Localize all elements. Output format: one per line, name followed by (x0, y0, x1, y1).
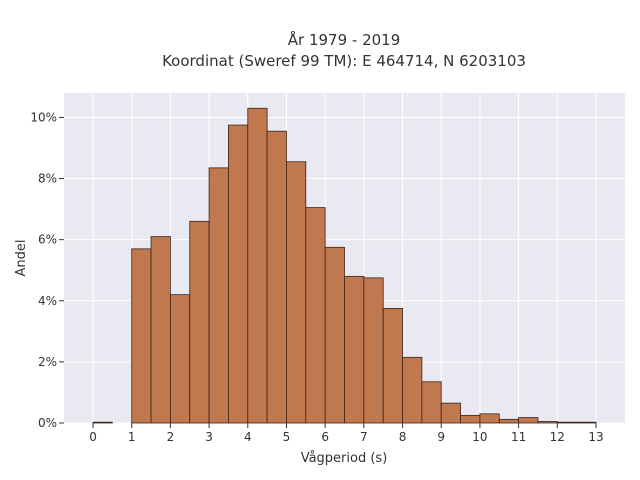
y-tick-label: 8% (38, 172, 57, 186)
histogram-bar (460, 414, 481, 424)
histogram-bar (402, 356, 423, 424)
histogram-bar (286, 161, 307, 424)
histogram-bar (305, 207, 326, 424)
histogram-bar (498, 418, 520, 424)
x-tick-label: 10 (472, 430, 487, 444)
x-tick-label: 13 (588, 430, 603, 444)
histogram-bar (189, 220, 210, 424)
x-tick-label: 2 (167, 430, 175, 444)
x-tick-label: 0 (89, 430, 97, 444)
chart-title-line2: Koordinat (Sweref 99 TM): E 464714, N 62… (162, 52, 526, 70)
x-axis-ticks: 0 1 2 3 4 5 6 7 8 9 10 11 12 13 (89, 423, 604, 444)
histogram-bar (421, 381, 442, 424)
y-tick-label: 2% (38, 355, 57, 369)
y-axis-label: Andel (14, 240, 29, 277)
histogram-bar (247, 107, 268, 424)
histogram-bar (576, 421, 597, 424)
histogram-bar (537, 421, 558, 424)
histogram-bar (266, 130, 287, 424)
histogram-bar (518, 417, 539, 424)
histogram-bar (228, 124, 249, 424)
x-tick-label: 3 (205, 430, 213, 444)
bars (92, 107, 597, 424)
y-tick-label: 6% (38, 233, 57, 247)
x-tick-label: 6 (321, 430, 329, 444)
histogram-bar (150, 236, 171, 424)
x-tick-label: 4 (244, 430, 252, 444)
chart-title-line1: År 1979 - 2019 (288, 30, 401, 49)
histogram-bar (363, 277, 384, 424)
histogram-bar (169, 294, 191, 424)
histogram-bar (131, 248, 152, 424)
histogram-bar (208, 167, 229, 424)
x-tick-label: 12 (550, 430, 565, 444)
histogram-bar (92, 421, 113, 424)
x-tick-label: 7 (360, 430, 368, 444)
x-tick-label: 1 (128, 430, 136, 444)
histogram-bar (344, 275, 365, 424)
histogram-bar (556, 421, 578, 424)
y-tick-label: 4% (38, 294, 57, 308)
y-tick-label: 10% (30, 110, 57, 124)
x-tick-label: 9 (437, 430, 445, 444)
x-axis-label: Vågperiod (s) (301, 451, 388, 466)
x-tick-label: 8 (399, 430, 407, 444)
histogram-bar (324, 246, 345, 424)
y-tick-label: 0% (38, 416, 57, 430)
y-axis-ticks: 0% 2% 4% 6% 8% 10% (30, 110, 64, 430)
histogram-bar (440, 402, 461, 424)
x-tick-label: 5 (283, 430, 291, 444)
histogram-bar (382, 308, 403, 424)
histogram-bar (479, 413, 500, 424)
x-tick-label: 11 (511, 430, 526, 444)
